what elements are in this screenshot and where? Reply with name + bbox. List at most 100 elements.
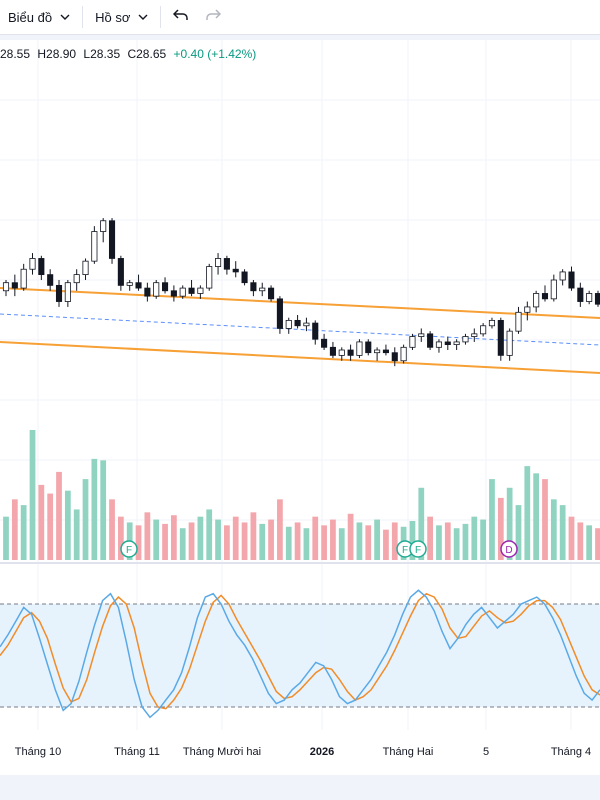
profile-dropdown[interactable]: Hồ sơ [87, 3, 156, 31]
candle-body [374, 349, 381, 354]
candle-body [47, 274, 54, 286]
chart-type-dropdown[interactable]: Biểu đồ [0, 3, 78, 31]
undo-button[interactable] [165, 3, 197, 31]
candle-body [117, 258, 124, 286]
time-label: Tháng Hai [382, 746, 434, 758]
candle-body [515, 311, 522, 332]
volume-bar [197, 516, 204, 560]
candle-body [400, 346, 407, 362]
volume-bar [224, 525, 230, 560]
candle-body [153, 282, 160, 297]
stochastic-band [0, 604, 600, 707]
candle-body [268, 287, 275, 300]
candle-body [312, 322, 319, 340]
volume-bar [453, 528, 460, 560]
event-marker-label: F [402, 545, 408, 556]
candle-body [38, 258, 45, 276]
volume-bar [188, 522, 195, 560]
volume-bar [515, 505, 522, 560]
pane-separator[interactable] [0, 562, 600, 564]
candle-body [73, 274, 80, 284]
stochastic-d-line [0, 592, 600, 710]
candle-body [250, 282, 257, 292]
candle-body [29, 258, 36, 270]
candle-body [356, 341, 363, 356]
candle-body [197, 287, 204, 294]
volume-bar [135, 525, 142, 560]
candle-body [435, 341, 443, 348]
volume-bar [383, 529, 389, 560]
volume-bar [559, 505, 566, 560]
candle-body [144, 287, 151, 297]
candle-body [462, 336, 469, 343]
candle-body [285, 319, 292, 329]
volume-bar [109, 499, 115, 560]
candle-body [444, 341, 451, 346]
candle-body [232, 268, 239, 273]
event-marker-label: D [505, 545, 512, 556]
candle-body [594, 293, 600, 305]
volume-bar [117, 516, 124, 560]
volume-bar [586, 525, 593, 560]
candle-body [91, 231, 98, 262]
time-label: Tháng 4 [550, 746, 592, 758]
candle-body [2, 282, 10, 292]
candle-body [11, 282, 18, 289]
candle-body [161, 282, 169, 292]
high-value: H28.90 [37, 47, 77, 61]
candle-body [55, 284, 63, 302]
candle-body [188, 287, 195, 294]
candle-body [577, 287, 584, 302]
event-marker-icon [120, 540, 138, 558]
volume-bar [241, 522, 248, 560]
volume-bar [29, 430, 36, 560]
candle-body [524, 306, 531, 313]
volume-bar [524, 466, 531, 560]
candle-body [365, 341, 372, 354]
volume-bar [444, 522, 451, 560]
time-axis[interactable]: Tháng 10 Tháng 11 Tháng Mười hai 2026 Th… [0, 730, 600, 775]
candle-body [303, 322, 310, 327]
volume-bar [533, 473, 540, 560]
candle-body [126, 282, 133, 286]
volume-bar [550, 499, 557, 560]
candle-body [241, 271, 248, 284]
volume-bar [259, 523, 266, 560]
volume-bar [356, 522, 363, 560]
stochastic-k-line [0, 589, 600, 719]
volume-bar [374, 519, 380, 560]
volume-bar [577, 522, 584, 560]
volume-bar [321, 525, 327, 560]
volume-bar [73, 509, 80, 560]
volume-bar [568, 516, 575, 560]
profile-label: Hồ sơ [95, 9, 131, 25]
volume-bar [595, 528, 600, 560]
candle-body [533, 293, 540, 308]
candle-body [568, 271, 575, 289]
volume-bar [162, 523, 168, 560]
candle-body [418, 333, 425, 337]
event-marker-icon [409, 540, 427, 558]
chart-type-label: Biểu đồ [8, 9, 53, 25]
volume-bar [206, 509, 213, 560]
volume-bar [480, 519, 487, 560]
candle-body [559, 271, 566, 281]
top-toolbar: Biểu đồ Hồ sơ [0, 0, 600, 35]
volume-bar [497, 497, 504, 560]
candle-body [480, 325, 487, 335]
candle-body [64, 282, 71, 302]
candle-body [259, 287, 266, 292]
redo-button[interactable] [197, 3, 229, 31]
candle-body [276, 298, 283, 329]
low-value: L28.35 [83, 47, 121, 61]
candle-body [321, 338, 328, 348]
candle-body [541, 293, 549, 300]
volume-bar [471, 516, 478, 560]
volume-bar [179, 528, 186, 560]
toolbar-divider [82, 6, 84, 28]
volume-bar [268, 519, 274, 560]
volume-bar [489, 479, 495, 560]
candle-body [179, 287, 186, 297]
candle-body [329, 346, 336, 356]
